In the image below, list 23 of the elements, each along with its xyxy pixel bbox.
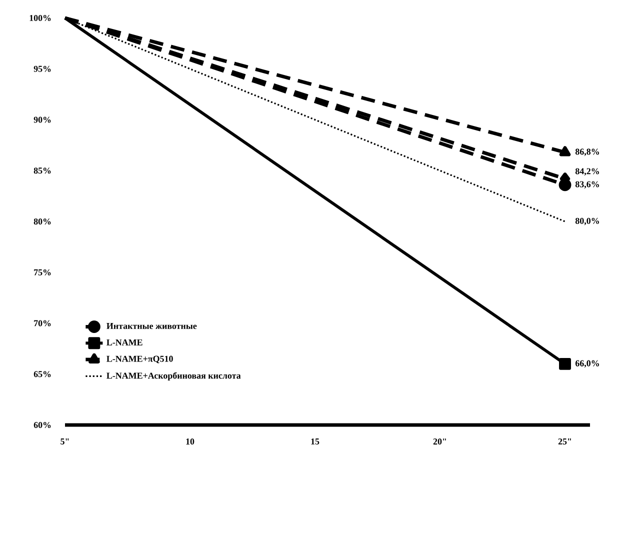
y-tick-label: 80% (34, 218, 51, 225)
y-tick-label: 95% (34, 66, 51, 72)
legend-label: L-NAME+πQ510 (106, 356, 173, 364)
y-tick-label: 60% (34, 422, 51, 428)
x-tick-label: 10 (186, 438, 194, 445)
y-tick-label: 90% (34, 116, 51, 123)
data-label: 84,2% (575, 168, 599, 176)
x-tick-label: 20" (433, 438, 446, 445)
y-tick-label: 100% (30, 14, 51, 22)
data-label: 66,0% (575, 360, 599, 368)
y-tick-label: 70% (34, 320, 51, 326)
y-tick-label: 65% (34, 371, 51, 378)
legend-label: L-NAME (106, 339, 142, 346)
data-label: 86,8% (575, 148, 599, 156)
data-label: 80,0% (575, 218, 599, 226)
data-label: 83,6% (575, 181, 599, 189)
y-tick-label: 85% (34, 168, 51, 174)
x-tick-label: 5" (60, 438, 69, 444)
x-tick-label: 15 (311, 438, 320, 444)
y-tick-label: 75% (34, 269, 51, 276)
x-tick-label: 25" (558, 438, 571, 445)
legend-label: Интактные животные (106, 323, 197, 330)
legend-label: L-NAME+Аскорбиновая кислота (106, 372, 241, 381)
